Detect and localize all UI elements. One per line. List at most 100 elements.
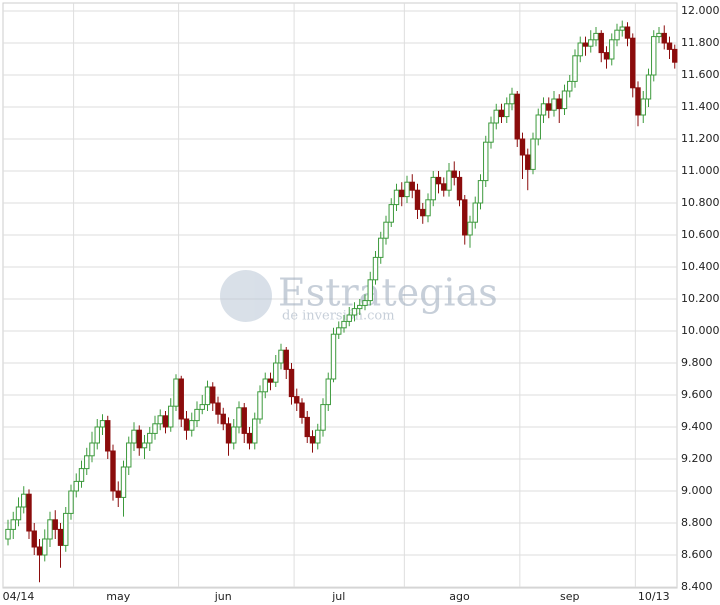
- candle-body: [624, 26, 631, 39]
- candle-body: [551, 98, 557, 111]
- candle-body: [351, 308, 358, 316]
- candle-body: [309, 436, 316, 444]
- candle-body: [588, 39, 594, 47]
- y-tick-label: 10.800: [681, 196, 720, 209]
- candle-body: [672, 48, 678, 63]
- candle-body: [372, 256, 379, 281]
- candle-body: [509, 93, 515, 105]
- candle-body: [582, 42, 589, 47]
- candle-body: [414, 189, 421, 210]
- candle-body: [367, 279, 373, 302]
- candle-body: [52, 519, 58, 530]
- candle-body: [383, 221, 389, 239]
- candle-body: [661, 32, 667, 44]
- candle-body: [519, 138, 526, 156]
- candle-body: [651, 36, 657, 76]
- watermark-logo: [220, 270, 272, 322]
- candle-body: [645, 74, 652, 100]
- candle-body: [157, 415, 163, 425]
- candle-body: [94, 426, 100, 444]
- y-tick-label: 8.400: [681, 580, 713, 593]
- y-tick-label: 10.400: [681, 260, 720, 273]
- y-tick-label: 11.400: [681, 100, 720, 113]
- candle-body: [63, 512, 69, 546]
- x-tick-label: 10/13: [638, 590, 670, 603]
- candle-body: [435, 176, 442, 185]
- candle-body: [430, 176, 436, 201]
- candle-body: [420, 208, 426, 217]
- candle-body: [173, 378, 179, 407]
- candle-body: [567, 80, 573, 92]
- candle-body: [514, 93, 520, 140]
- candle-body: [525, 154, 531, 170]
- candle-body: [540, 103, 547, 116]
- candle-body: [5, 528, 11, 540]
- watermark: Estrategias de inversión.com: [220, 270, 498, 324]
- candle-body: [141, 442, 148, 449]
- candle-body: [278, 349, 284, 364]
- candle-body: [472, 202, 478, 223]
- candle-body: [99, 420, 106, 428]
- y-tick-label: 11.000: [681, 164, 720, 177]
- candle-body: [26, 493, 32, 532]
- candle-body: [498, 109, 505, 118]
- candle-body: [105, 420, 111, 452]
- candle-body: [409, 181, 415, 191]
- candle-body: [73, 480, 79, 492]
- candle-body: [57, 528, 64, 546]
- candle-body: [294, 396, 300, 404]
- candle-body: [189, 420, 195, 431]
- candle-body: [231, 426, 237, 444]
- candle-body: [320, 404, 326, 431]
- candle-body: [162, 415, 169, 428]
- candle-body: [225, 423, 232, 444]
- candle-body: [456, 176, 463, 201]
- candle-body: [252, 418, 258, 444]
- y-tick-label: 11.600: [681, 68, 720, 81]
- x-tick-label: 04/14: [3, 590, 35, 603]
- y-tick-label: 11.200: [681, 132, 720, 145]
- candle-body: [467, 221, 473, 236]
- candle-body: [488, 122, 494, 143]
- candle-body: [10, 519, 16, 530]
- y-tick-label: 10.600: [681, 228, 720, 241]
- candle-body: [31, 530, 37, 548]
- candle-body: [194, 408, 200, 422]
- candle-body: [530, 138, 536, 170]
- candle-body: [630, 37, 636, 89]
- candle-body: [21, 493, 27, 508]
- candle-body: [115, 490, 121, 498]
- candle-body: [304, 416, 310, 438]
- y-tick-label: 9.400: [681, 420, 713, 433]
- candle-body: [666, 42, 673, 50]
- candle-body: [215, 402, 221, 415]
- x-tick-label: sep: [560, 590, 579, 603]
- candle-body: [357, 304, 363, 310]
- candle-body: [504, 103, 510, 118]
- candle-body: [640, 98, 646, 116]
- x-tick-label: jun: [214, 590, 232, 603]
- candle-body: [614, 29, 620, 41]
- candle-body: [15, 506, 22, 521]
- candle-body: [204, 386, 211, 406]
- candle-body: [451, 170, 457, 178]
- candle-body: [399, 189, 405, 198]
- y-tick-label: 12.000: [681, 4, 720, 17]
- candle-body: [273, 362, 279, 383]
- candle-body: [341, 320, 347, 329]
- x-tick-label: may: [106, 590, 130, 603]
- candle-body: [483, 141, 489, 182]
- candle-body: [267, 378, 274, 383]
- y-tick-label: 9.600: [681, 388, 713, 401]
- candle-body: [535, 114, 541, 140]
- candle-body: [598, 32, 604, 54]
- candle-body: [178, 378, 184, 420]
- candle-body: [262, 378, 268, 393]
- candle-body: [441, 183, 447, 191]
- y-tick-label: 9.800: [681, 356, 713, 369]
- y-tick-label: 8.600: [681, 548, 713, 561]
- candle-body: [236, 407, 242, 428]
- candle-body: [388, 204, 394, 223]
- candle-body: [241, 407, 247, 434]
